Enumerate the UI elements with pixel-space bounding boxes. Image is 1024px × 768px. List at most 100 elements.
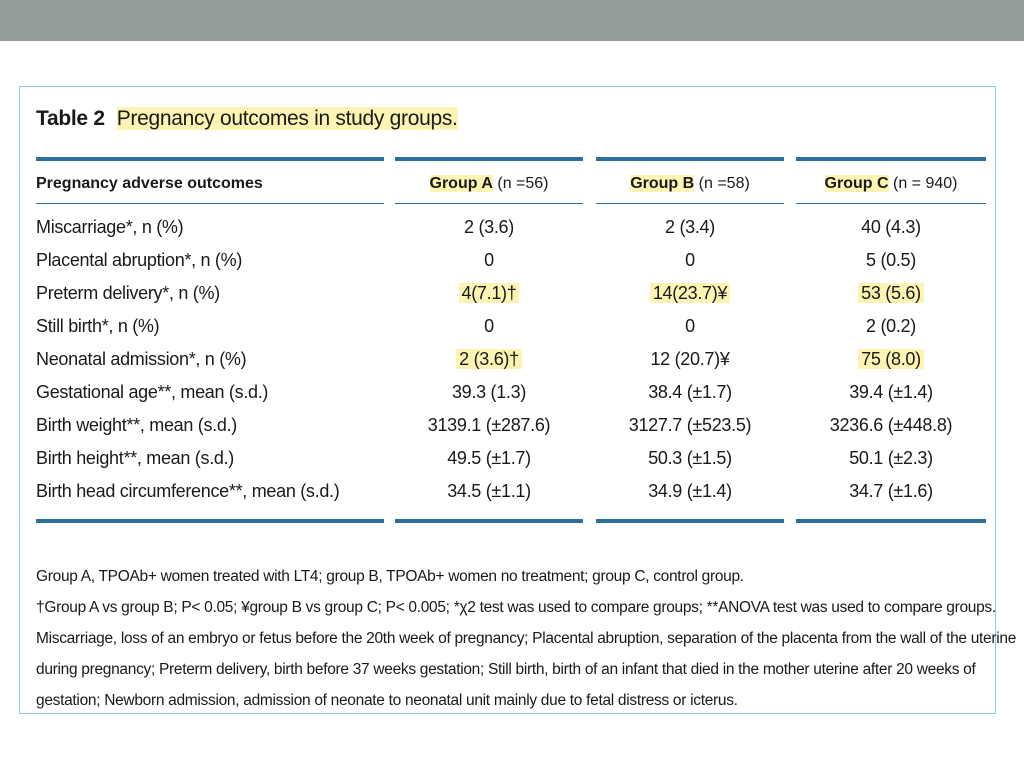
cell-group-c: 2 (0.2) bbox=[796, 316, 986, 337]
value-group-a: 34.5 (±1.1) bbox=[447, 481, 531, 501]
table-row: Neonatal admission*, n (%) 2 (3.6)† 12 (… bbox=[20, 349, 997, 379]
value-group-a: 4(7.1)† bbox=[458, 283, 520, 303]
value-group-b: 34.9 (±1.4) bbox=[648, 481, 732, 501]
row-label: Birth head circumference**, mean (s.d.) bbox=[36, 481, 340, 501]
row-label: Still birth*, n (%) bbox=[36, 316, 160, 336]
footer-rule-group-c bbox=[796, 519, 986, 523]
header-underline-group-c bbox=[796, 203, 986, 204]
table-row: Placental abruption*, n (%) 0 0 5 (0.5) bbox=[20, 250, 997, 280]
value-group-a: 49.5 (±1.7) bbox=[447, 448, 531, 468]
cell-group-b: 3127.7 (±523.5) bbox=[596, 415, 784, 436]
table-row: Birth height**, mean (s.d.) 49.5 (±1.7) … bbox=[20, 448, 997, 478]
footnote-line: †Group A vs group B; P< 0.05; ¥group B v… bbox=[36, 599, 996, 616]
footer-rule-group-b bbox=[596, 519, 784, 523]
cell-group-a: 3139.1 (±287.6) bbox=[395, 415, 583, 436]
cell-group-a: 0 bbox=[395, 316, 583, 337]
value-group-c: 40 (4.3) bbox=[861, 217, 921, 237]
cell-group-b: 2 (3.4) bbox=[596, 217, 784, 238]
value-group-b: 0 bbox=[685, 316, 695, 336]
cell-group-c: 39.4 (±1.4) bbox=[796, 382, 986, 403]
value-group-c: 2 (0.2) bbox=[866, 316, 916, 336]
footer-rule-group-a bbox=[395, 519, 583, 523]
cell-group-a: 34.5 (±1.1) bbox=[395, 481, 583, 502]
value-group-c: 75 (8.0) bbox=[858, 349, 924, 369]
cell-group-b: 12 (20.7)¥ bbox=[596, 349, 784, 370]
row-label: Neonatal admission*, n (%) bbox=[36, 349, 247, 369]
row-label: Birth weight**, mean (s.d.) bbox=[36, 415, 237, 435]
value-group-c: 5 (0.5) bbox=[866, 250, 916, 270]
table-row: Still birth*, n (%) 0 0 2 (0.2) bbox=[20, 316, 997, 346]
cell-group-a: 39.3 (1.3) bbox=[395, 382, 583, 403]
value-group-c: 53 (5.6) bbox=[858, 283, 924, 303]
footnote-line: gestation; Newborn admission, admission … bbox=[36, 692, 738, 709]
cell-group-b: 50.3 (±1.5) bbox=[596, 448, 784, 469]
value-group-a: 0 bbox=[484, 316, 494, 336]
cell-group-c: 53 (5.6) bbox=[796, 283, 986, 304]
footnote-line: during pregnancy; Preterm delivery, birt… bbox=[36, 661, 976, 678]
column-header-outcomes: Pregnancy adverse outcomes bbox=[36, 175, 263, 192]
header-underline-group-a bbox=[395, 203, 583, 204]
value-group-b: 12 (20.7)¥ bbox=[650, 349, 730, 369]
value-group-a: 2 (3.6)† bbox=[456, 349, 522, 369]
header-rule-group-a bbox=[395, 157, 583, 161]
value-group-b: 14(23.7)¥ bbox=[649, 283, 731, 303]
table-number: Table 2 bbox=[36, 107, 105, 130]
table-row: Birth weight**, mean (s.d.) 3139.1 (±287… bbox=[20, 415, 997, 445]
cell-group-b: 34.9 (±1.4) bbox=[596, 481, 784, 502]
table-panel: Table 2 Pregnancy outcomes in study group… bbox=[19, 86, 1017, 716]
group-b-name: Group B bbox=[630, 175, 695, 192]
table-row: Miscarriage*, n (%) 2 (3.6) 2 (3.4) 40 (… bbox=[20, 217, 997, 247]
table-row: Birth head circumference**, mean (s.d.) … bbox=[20, 481, 997, 511]
value-group-b: 0 bbox=[685, 250, 695, 270]
header-underline-group-b bbox=[596, 203, 784, 204]
value-group-c: 3236.6 (±448.8) bbox=[829, 415, 953, 435]
column-header-group-b: Group B (n =58) bbox=[596, 175, 784, 193]
footnote-line: Miscarriage, loss of an embryo or fetus … bbox=[36, 630, 1017, 647]
row-label: Birth height**, mean (s.d.) bbox=[36, 448, 234, 468]
footer-rule-label bbox=[36, 519, 384, 523]
row-label: Gestational age**, mean (s.d.) bbox=[36, 382, 269, 402]
row-label: Placental abruption*, n (%) bbox=[36, 250, 243, 270]
cell-group-a: 4(7.1)† bbox=[395, 283, 583, 304]
table-footnotes: Group A, TPOAb+ women treated with LT4; … bbox=[36, 561, 1017, 716]
value-group-b: 2 (3.4) bbox=[665, 217, 715, 237]
cell-group-c: 75 (8.0) bbox=[796, 349, 986, 370]
slide-top-bar bbox=[0, 0, 1024, 41]
table-row: Preterm delivery*, n (%) 4(7.1)† 14(23.7… bbox=[20, 283, 997, 313]
table-caption: Pregnancy outcomes in study groups. bbox=[116, 107, 458, 130]
header-rule-group-c bbox=[796, 157, 986, 161]
row-label: Miscarriage*, n (%) bbox=[36, 217, 184, 237]
header-rule-group-b bbox=[596, 157, 784, 161]
group-b-n: (n =58) bbox=[698, 175, 750, 192]
footnote-line: Group A, TPOAb+ women treated with LT4; … bbox=[36, 568, 744, 585]
cell-group-a: 49.5 (±1.7) bbox=[395, 448, 583, 469]
value-group-a: 39.3 (1.3) bbox=[451, 382, 527, 402]
cell-group-c: 50.1 (±2.3) bbox=[796, 448, 986, 469]
value-group-a: 2 (3.6) bbox=[464, 217, 514, 237]
table-title: Table 2 Pregnancy outcomes in study group… bbox=[36, 107, 458, 131]
cell-group-a: 0 bbox=[395, 250, 583, 271]
cell-group-b: 14(23.7)¥ bbox=[596, 283, 784, 304]
cell-group-b: 0 bbox=[596, 250, 784, 271]
row-label: Preterm delivery*, n (%) bbox=[36, 283, 220, 303]
value-group-a: 3139.1 (±287.6) bbox=[427, 415, 551, 435]
group-c-n: (n = 940) bbox=[892, 175, 958, 192]
column-header-group-a: Group A (n =56) bbox=[395, 175, 583, 193]
column-header-group-c: Group C (n = 940) bbox=[796, 175, 986, 193]
cell-group-c: 40 (4.3) bbox=[796, 217, 986, 238]
cell-group-c: 5 (0.5) bbox=[796, 250, 986, 271]
cell-group-c: 34.7 (±1.6) bbox=[796, 481, 986, 502]
cell-group-a: 2 (3.6) bbox=[395, 217, 583, 238]
group-a-name: Group A bbox=[429, 175, 493, 192]
cell-group-a: 2 (3.6)† bbox=[395, 349, 583, 370]
group-a-n: (n =56) bbox=[497, 175, 549, 192]
cell-group-b: 0 bbox=[596, 316, 784, 337]
cell-group-b: 38.4 (±1.7) bbox=[596, 382, 784, 403]
cell-group-c: 3236.6 (±448.8) bbox=[796, 415, 986, 436]
value-group-a: 0 bbox=[484, 250, 494, 270]
header-underline-label bbox=[36, 203, 384, 204]
group-c-name: Group C bbox=[824, 175, 889, 192]
header-rule-label bbox=[36, 157, 384, 161]
value-group-c: 39.4 (±1.4) bbox=[849, 382, 933, 402]
value-group-b: 38.4 (±1.7) bbox=[648, 382, 732, 402]
